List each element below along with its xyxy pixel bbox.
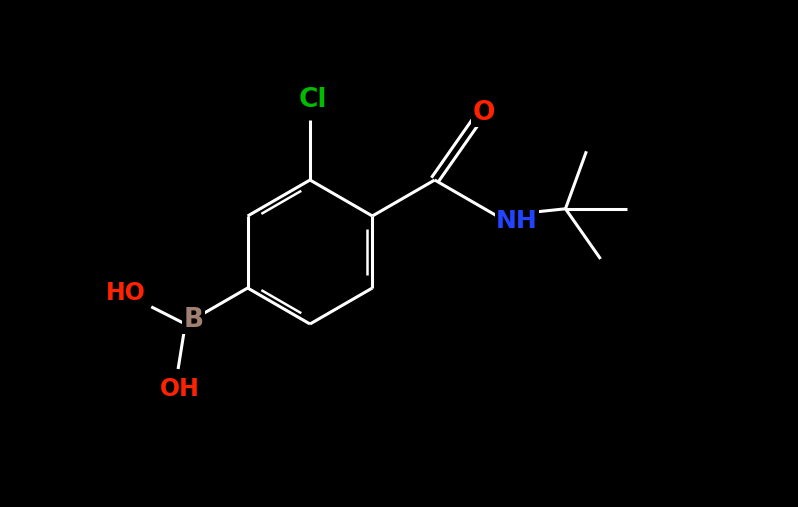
Text: B: B: [184, 307, 203, 333]
Text: Cl: Cl: [298, 87, 327, 113]
Text: OH: OH: [160, 377, 200, 401]
Text: O: O: [472, 100, 496, 126]
Text: HO: HO: [106, 281, 146, 305]
Text: NH: NH: [496, 209, 538, 233]
